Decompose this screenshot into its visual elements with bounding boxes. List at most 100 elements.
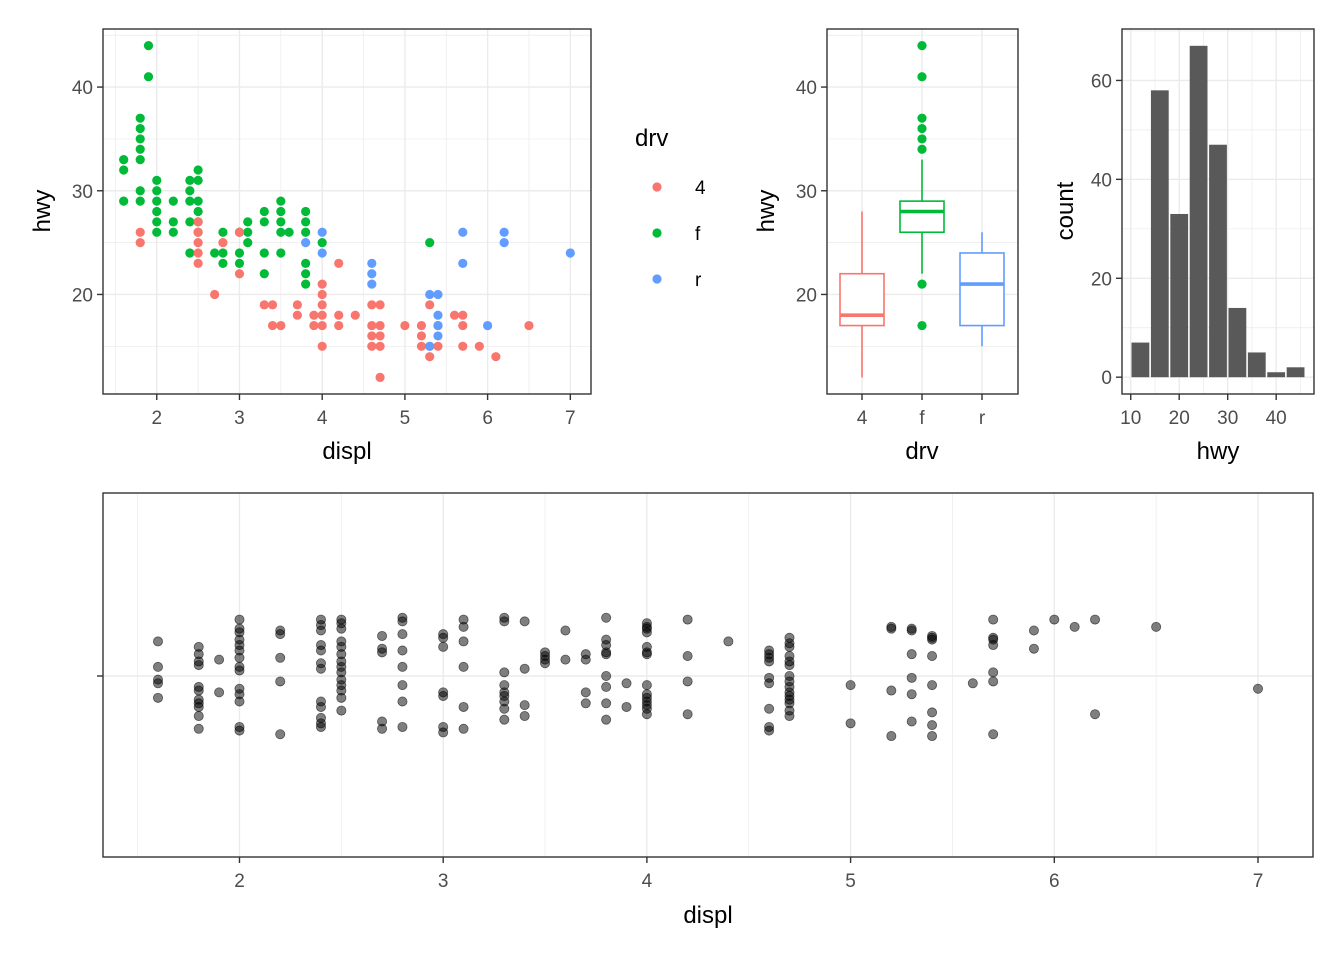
outlier-f	[917, 279, 927, 289]
y-tick-label: 60	[1091, 71, 1112, 92]
jitter-point	[723, 636, 734, 647]
scatter-point-4	[317, 310, 327, 320]
outlier-f	[917, 72, 927, 82]
jitter-point	[499, 667, 510, 678]
scatter-point-f	[185, 217, 195, 227]
x-tick-label: 2	[234, 871, 245, 892]
scatter-point-f	[143, 72, 154, 82]
histogram-bar	[1189, 45, 1208, 378]
jitter-point	[234, 665, 245, 676]
histogram-y-axis-title: count	[1052, 181, 1079, 240]
histogram-bar	[1131, 342, 1150, 378]
jitter-point	[438, 727, 449, 738]
jitter-point	[988, 676, 999, 687]
scatter-point-f	[193, 165, 203, 175]
histogram-bar	[1286, 367, 1305, 378]
jitter-point	[560, 625, 571, 636]
scatter-point-f	[152, 175, 162, 185]
scatter-point-f	[135, 155, 145, 165]
jitter-points	[152, 612, 1264, 742]
jitter-point	[601, 612, 612, 623]
scatter-point-4	[234, 269, 245, 279]
jitter-point	[1151, 621, 1162, 632]
scatter-point-f	[259, 248, 269, 258]
jitter-point	[458, 661, 469, 672]
scatter-point-f	[152, 217, 162, 227]
scatter-point-4	[193, 227, 203, 237]
scatter-point-4	[350, 310, 360, 320]
scatter-point-r	[483, 320, 493, 331]
x-tick-label: 6	[482, 408, 493, 429]
jitter-point	[438, 632, 449, 643]
scatter-point-4	[375, 372, 385, 383]
scatter-point-f	[185, 196, 195, 206]
scatter-panel-border	[102, 28, 592, 395]
scatter-point-f	[185, 186, 195, 196]
x-tick-label: 40	[1266, 408, 1287, 429]
jitter-point	[315, 645, 326, 656]
scatter-point-4	[416, 341, 427, 351]
jitter-point	[988, 640, 999, 651]
scatter-point-r	[433, 320, 443, 331]
scatter-point-4	[334, 320, 344, 331]
jitter-point	[193, 711, 204, 722]
y-tick-label: 40	[72, 78, 93, 99]
jitter-point	[1090, 709, 1101, 720]
jitter-point	[519, 700, 530, 711]
scatter-point-f	[284, 227, 294, 237]
scatter-points	[119, 40, 575, 383]
jitter-point	[152, 692, 163, 703]
scatter-point-4	[524, 320, 534, 331]
scatter-point-f	[185, 175, 195, 185]
histogram-bar	[1228, 307, 1247, 378]
scatter-point-4	[317, 341, 327, 351]
histogram-y-axis: 0 20 40 60	[1091, 71, 1122, 389]
histogram-x-axis-title: hwy	[1197, 438, 1240, 465]
scatter-point-4	[375, 331, 385, 341]
jitter-point	[234, 696, 245, 707]
scatter-point-r	[367, 258, 377, 268]
y-tick-label: 0	[1101, 368, 1112, 389]
scatter-point-f	[425, 238, 435, 248]
scatter-point-r	[499, 227, 509, 237]
scatter-point-4	[433, 341, 443, 351]
scatter-point-4	[400, 320, 410, 331]
scatter-point-4	[458, 341, 468, 351]
scatter-point-4	[367, 331, 377, 341]
scatter-point-4	[491, 352, 501, 362]
scatter-point-f	[317, 238, 327, 248]
scatter-point-f	[243, 227, 253, 237]
jitter-point	[682, 650, 693, 661]
boxplot-y-axis: 20 30 40	[796, 78, 827, 306]
scatter-point-f	[119, 196, 129, 206]
x-tick-label: 7	[565, 408, 576, 429]
scatter-point-f	[152, 186, 162, 196]
scatter-point-4	[276, 320, 286, 331]
scatter-point-f	[193, 206, 203, 217]
scatter-point-r	[317, 227, 327, 237]
scatter-point-4	[416, 331, 427, 341]
jitter-point	[601, 649, 612, 660]
outlier-f	[917, 113, 927, 123]
jitter-gridlines	[103, 493, 1313, 857]
jitter-point	[764, 725, 775, 736]
scatter-y-axis: 20 30 40	[72, 78, 103, 306]
outlier-f	[917, 144, 927, 154]
jitter-point	[275, 676, 286, 687]
jitter-point	[601, 698, 612, 709]
jitter-point	[906, 689, 917, 700]
scatter-point-r	[367, 279, 377, 289]
scatter-point-4	[267, 300, 278, 310]
scatter-point-f	[276, 227, 286, 237]
jitter-point	[315, 625, 326, 636]
scatter-point-f	[301, 217, 311, 227]
jitter-point	[886, 623, 897, 634]
scatter-point-4	[193, 248, 203, 258]
scatter-point-4	[425, 352, 435, 362]
jitter-point	[580, 654, 591, 665]
jitter-point	[641, 709, 652, 720]
jitter-point	[275, 652, 286, 663]
scatter-point-f	[301, 206, 311, 217]
scatter-point-f	[276, 217, 286, 227]
